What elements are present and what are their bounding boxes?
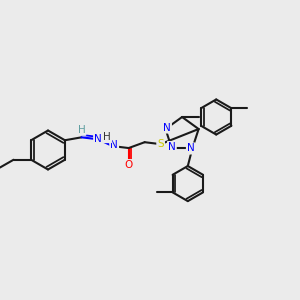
Text: N: N bbox=[94, 134, 102, 144]
Text: N: N bbox=[187, 143, 195, 154]
Text: H: H bbox=[103, 132, 111, 142]
Text: O: O bbox=[124, 160, 133, 170]
Text: N: N bbox=[163, 122, 171, 133]
Text: N: N bbox=[168, 142, 176, 152]
Text: S: S bbox=[157, 139, 164, 149]
Text: N: N bbox=[110, 140, 118, 150]
Text: H: H bbox=[78, 125, 85, 135]
